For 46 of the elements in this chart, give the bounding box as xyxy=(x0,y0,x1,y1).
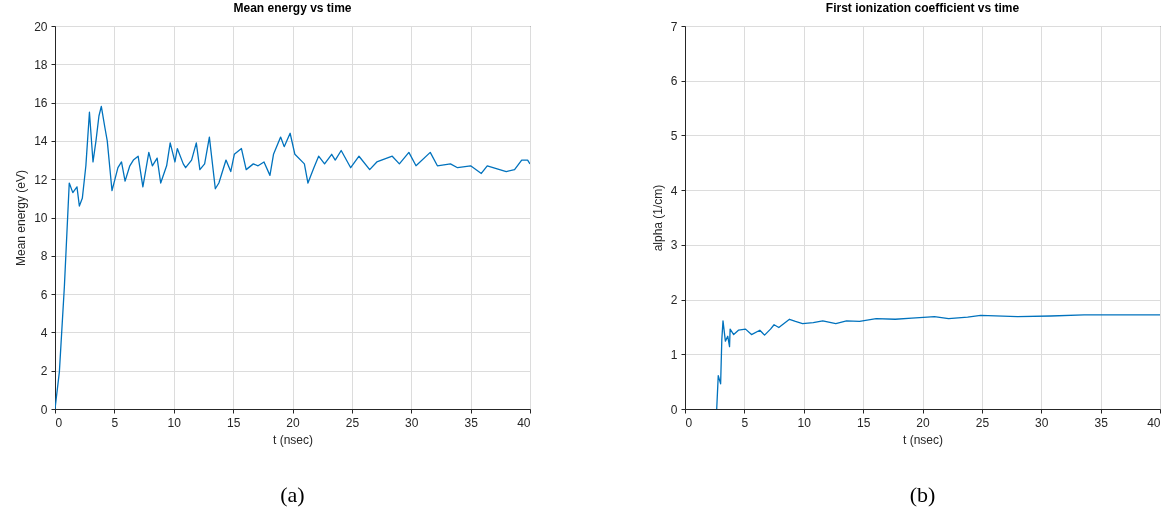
x-tick-label: 15 xyxy=(226,415,241,430)
x-tick-label: 30 xyxy=(405,415,419,430)
x-tick-label: 10 xyxy=(167,415,182,430)
x-tick-label: 5 xyxy=(111,415,119,430)
x-axis-title: t (nsec) xyxy=(272,432,314,447)
y-axis-title: alpha (1/cm) xyxy=(650,184,665,252)
y-tick-label: 16 xyxy=(34,96,48,111)
chart-title: Mean energy vs time xyxy=(233,1,352,15)
y-tick-label: 18 xyxy=(34,57,48,72)
text: (a) xyxy=(279,482,306,508)
x-tick-label: 25 xyxy=(345,415,360,430)
y-tick-label: 4 xyxy=(40,325,48,340)
y-tick-label: 4 xyxy=(670,183,678,198)
x-tick-label: 35 xyxy=(464,415,479,430)
y-tick-label: 12 xyxy=(34,172,48,187)
y-tick-label: 6 xyxy=(40,287,48,302)
x-tick-label: 0 xyxy=(685,415,693,430)
y-tick-label: 14 xyxy=(34,134,48,149)
x-tick-label: 25 xyxy=(975,415,990,430)
x-tick-label: 0 xyxy=(55,415,63,430)
text: (b) xyxy=(908,482,937,508)
y-tick-label: 10 xyxy=(34,211,48,225)
x-tick-label: 10 xyxy=(797,415,812,430)
chart-title: First ionization coefficient vs time xyxy=(825,1,1020,15)
y-tick-label: 3 xyxy=(670,238,678,253)
y-tick-label: 6 xyxy=(670,74,678,89)
y-axis-title: Mean energy (eV) xyxy=(14,169,29,267)
x-tick-label: 40 xyxy=(517,415,531,430)
x-tick-label: 5 xyxy=(741,415,749,430)
x-axis-title: t (nsec) xyxy=(902,432,944,447)
x-tick-label: 40 xyxy=(1147,415,1161,430)
x-tick-label: 30 xyxy=(1035,415,1049,430)
x-tick-label: 20 xyxy=(916,415,930,430)
y-tick-label: 7 xyxy=(670,19,678,34)
y-tick-label: 20 xyxy=(34,19,48,34)
y-tick-label: 0 xyxy=(670,402,678,417)
y-tick-label: 2 xyxy=(40,364,48,379)
line-series xyxy=(716,314,1160,409)
y-tick-label: 8 xyxy=(40,249,48,264)
x-tick-label: 15 xyxy=(856,415,871,430)
y-tick-label: 1 xyxy=(670,347,678,362)
y-tick-label: 2 xyxy=(670,293,678,308)
y-tick-label: 5 xyxy=(670,128,678,143)
y-tick-label: 0 xyxy=(40,402,48,417)
x-tick-label: 35 xyxy=(1094,415,1109,430)
x-tick-label: 20 xyxy=(286,415,300,430)
